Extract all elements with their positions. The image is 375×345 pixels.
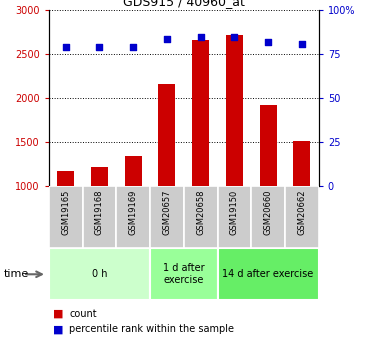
Text: time: time (4, 269, 29, 279)
Point (231, 34, 237, 40)
Text: ■: ■ (53, 325, 63, 334)
Text: 0 h: 0 h (92, 269, 107, 279)
Text: GSM20660: GSM20660 (264, 189, 273, 235)
Title: GDS915 / 40960_at: GDS915 / 40960_at (123, 0, 244, 8)
Text: GSM19168: GSM19168 (95, 189, 104, 235)
Point (130, 45, 136, 50)
Bar (124, 156, 142, 186)
Text: 14 d after exercise: 14 d after exercise (222, 269, 314, 279)
Text: percentile rank within the sample: percentile rank within the sample (69, 325, 234, 334)
Bar (116, 186, 150, 248)
Text: GSM20662: GSM20662 (297, 189, 306, 235)
Point (265, 39, 271, 45)
Text: GSM20658: GSM20658 (196, 189, 205, 235)
Text: GSM19165: GSM19165 (61, 189, 70, 235)
Point (63, 45, 69, 50)
Text: GSM19169: GSM19169 (129, 189, 138, 235)
Bar (150, 248, 217, 300)
Bar (158, 84, 175, 186)
Bar (57, 171, 74, 186)
Bar (192, 40, 209, 186)
Text: GSM20657: GSM20657 (162, 189, 171, 235)
Bar (285, 186, 319, 248)
Point (198, 34, 204, 40)
Text: ■: ■ (53, 309, 63, 319)
Bar (184, 186, 218, 248)
Bar (260, 105, 276, 186)
Bar (49, 248, 150, 300)
Bar (217, 248, 319, 300)
Bar (251, 186, 285, 248)
Bar (49, 186, 82, 248)
Text: GSM19150: GSM19150 (230, 189, 239, 235)
Text: count: count (69, 309, 97, 319)
Bar (150, 186, 184, 248)
Bar (293, 141, 310, 186)
Bar (226, 35, 243, 186)
Bar (82, 186, 116, 248)
Bar (217, 186, 251, 248)
Bar (91, 167, 108, 186)
Point (299, 41, 305, 47)
Point (164, 36, 170, 41)
Point (96, 45, 102, 50)
Text: 1 d after
exercise: 1 d after exercise (163, 264, 205, 285)
